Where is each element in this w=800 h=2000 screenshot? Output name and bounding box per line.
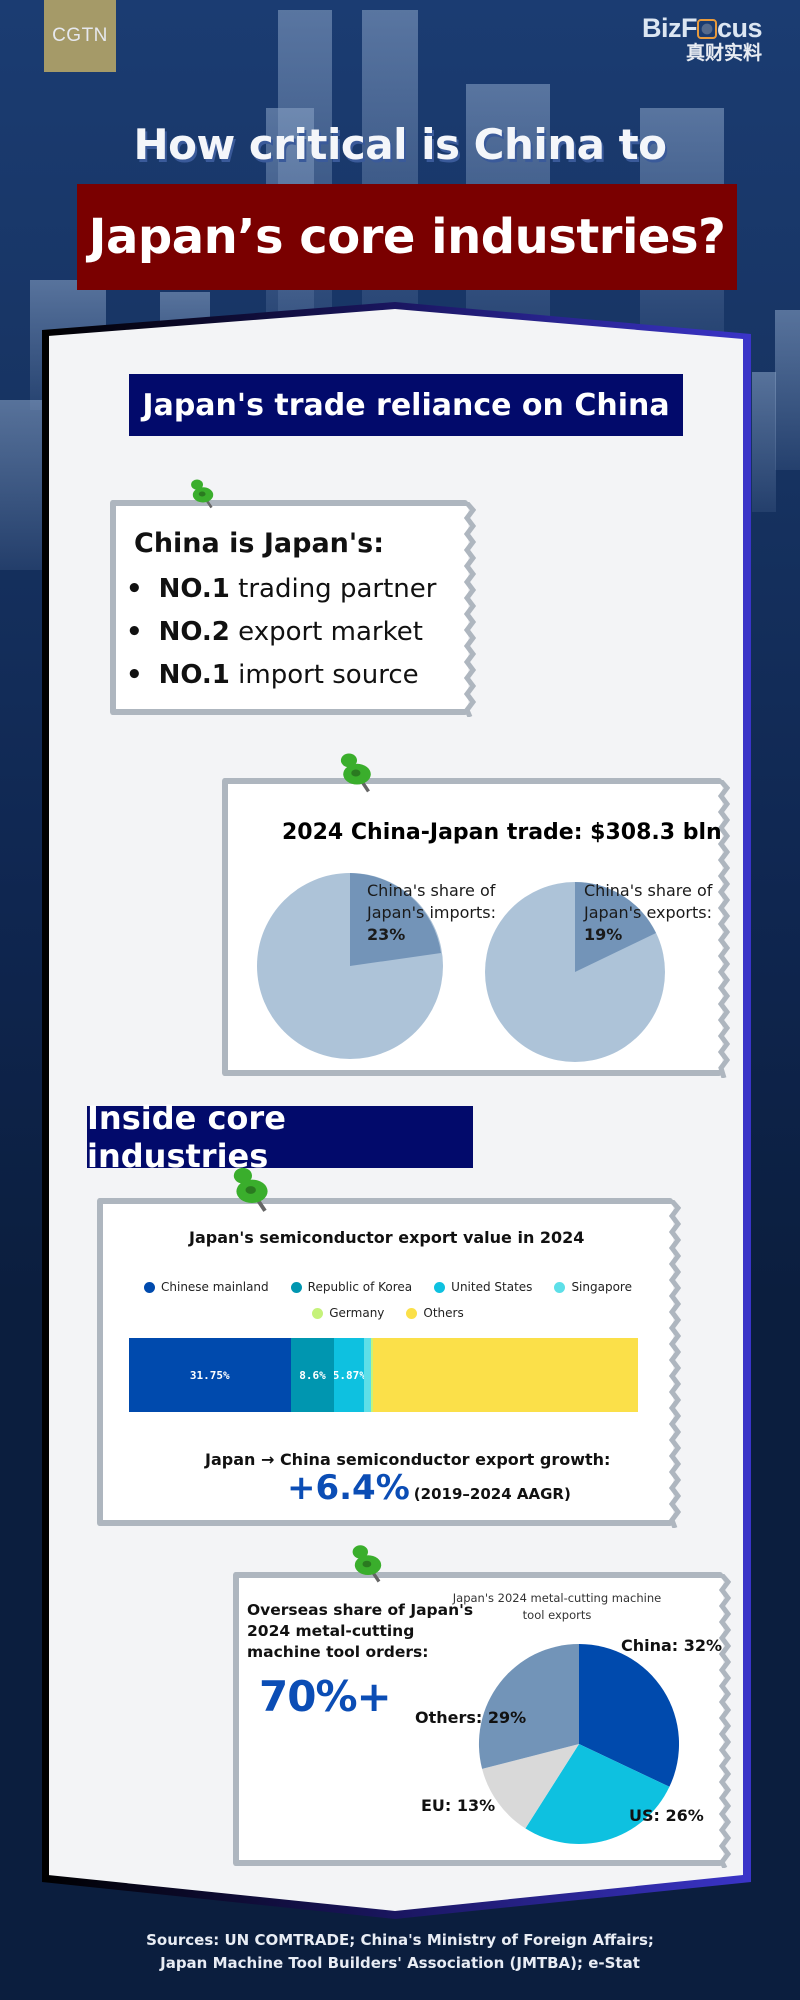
section-heading-text: Japan's trade reliance on China <box>142 387 670 423</box>
bar-segment-korea: 8.6% <box>290 1338 335 1412</box>
overseas-share-value: 70%+ <box>259 1672 392 1721</box>
fact-item: NO.1 trading partner <box>126 568 437 611</box>
trade-pie-charts <box>257 873 665 1062</box>
growth-value: +6.4% <box>287 1468 410 1508</box>
legend-item: Germany <box>312 1306 384 1320</box>
pie-slice-others <box>478 1644 579 1769</box>
page-title-line1: How critical is China to <box>133 120 667 169</box>
skyline-building <box>0 400 46 570</box>
exports-pie-china <box>575 882 656 972</box>
torn-edge <box>669 1200 681 1528</box>
overseas-share-label: Overseas share of Japan's 2024 metal-cut… <box>247 1601 474 1661</box>
bizfocus-logo-text: BizF <box>641 13 698 43</box>
legend-dot <box>406 1307 418 1319</box>
facts-heading: China is Japan's: <box>134 528 385 559</box>
growth-period: (2019–2024 AAGR) <box>413 1485 571 1503</box>
legend-item: Republic of Korea <box>290 1280 412 1294</box>
bizfocus-logo-chinese: 真财实料 <box>685 42 762 64</box>
pushpin-icon <box>191 479 214 509</box>
fact-item: NO.2 export market <box>126 611 436 654</box>
legend-dot <box>434 1281 446 1293</box>
section-heading-trade: Japan's trade reliance on China <box>129 374 683 436</box>
bizfocus-logo: BizF cus 真财实料 <box>641 13 763 64</box>
torn-edge <box>464 502 476 717</box>
legend-dot <box>290 1281 302 1293</box>
pushpin-icon <box>233 1167 268 1212</box>
bar-segment-us: 5.87% <box>334 1338 365 1412</box>
fact-item: NO.1 import source <box>126 654 436 697</box>
pie-label-china: China: 32% <box>621 1636 723 1655</box>
legend-dot <box>144 1281 155 1293</box>
skyline-building <box>752 372 776 512</box>
bar-segment-others <box>373 1338 638 1412</box>
pie-slice-eu <box>482 1744 579 1829</box>
pie-label-us: US: 26% <box>629 1806 704 1825</box>
pushpin-icon <box>352 1545 382 1583</box>
growth-figure: +6.4% (2019–2024 AAGR) <box>287 1468 571 1508</box>
growth-label: Japan → China semiconductor export growt… <box>205 1450 611 1469</box>
legend-item: United States <box>434 1280 532 1294</box>
bar-segment-singapore <box>364 1338 372 1412</box>
cgtn-logo: CGTN <box>44 0 116 72</box>
machine-tools-note: Overseas share of Japan's 2024 metal-cut… <box>233 1572 731 1868</box>
section-heading-text: Inside core industries <box>87 1099 286 1175</box>
pie-label-eu: EU: 13% <box>421 1796 496 1815</box>
sources-footer: Sources: UN COMTRADE; China's Ministry o… <box>0 1929 800 1975</box>
semiconductor-note: Japan's semiconductor export value in 20… <box>97 1198 681 1528</box>
legend-dot <box>554 1281 566 1293</box>
skyline-building <box>775 310 800 470</box>
facts-note: China is Japan's: NO.1 trading partner N… <box>110 500 476 717</box>
trade-total-title: 2024 China-Japan trade: $308.3 bln <box>282 820 722 845</box>
pie-slice-china <box>579 1644 680 1787</box>
tool-pie-title: Japan's 2024 metal-cutting machine tool … <box>452 1591 662 1622</box>
bizfocus-logo-text: cus <box>716 13 763 43</box>
legend-item: Chinese mainland <box>144 1280 269 1294</box>
section-heading-industries: Inside core industries <box>87 1099 473 1175</box>
exports-share-label: China's share of Japan's exports: 19% <box>584 881 713 944</box>
legend-item: Others <box>406 1306 464 1320</box>
facts-list: NO.1 trading partner NO.2 export market … <box>126 568 437 697</box>
sources-line: Sources: UN COMTRADE; China's Ministry o… <box>146 1931 654 1949</box>
page-title-line2: Japan’s core industries? <box>88 209 726 265</box>
torn-edge <box>719 1574 731 1868</box>
semiconductor-chart-title: Japan's semiconductor export value in 20… <box>189 1228 585 1247</box>
semiconductor-stacked-bar: 31.75% 8.6% 5.87% <box>129 1338 638 1412</box>
tool-exports-pie <box>478 1644 680 1844</box>
pie-label-others: Others: 29% <box>415 1708 527 1727</box>
page-title-banner: Japan’s core industries? <box>77 184 737 290</box>
pie-slice-us <box>525 1744 670 1844</box>
trade-note: 2024 China-Japan trade: $308.3 bln China… <box>222 778 730 1078</box>
bar-segment-germany <box>371 1338 374 1412</box>
bar-segment-china: 31.75% <box>129 1338 291 1412</box>
legend-item: Singapore <box>554 1280 632 1294</box>
globe-focus-icon <box>696 19 717 39</box>
legend-dot <box>312 1307 324 1319</box>
imports-pie-china <box>350 873 441 966</box>
imports-share-label: China's share of Japan's imports: 23% <box>367 881 496 944</box>
torn-edge <box>718 780 730 1078</box>
pushpin-icon <box>340 753 371 793</box>
semiconductor-legend: Chinese mainland Republic of Korea Unite… <box>113 1280 663 1320</box>
sources-line: Japan Machine Tool Builders' Association… <box>160 1954 640 1972</box>
